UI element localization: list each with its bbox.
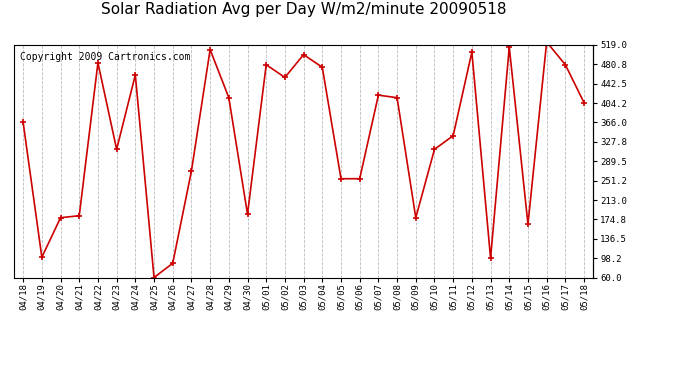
Text: Solar Radiation Avg per Day W/m2/minute 20090518: Solar Radiation Avg per Day W/m2/minute … (101, 2, 506, 17)
Text: Copyright 2009 Cartronics.com: Copyright 2009 Cartronics.com (19, 52, 190, 62)
